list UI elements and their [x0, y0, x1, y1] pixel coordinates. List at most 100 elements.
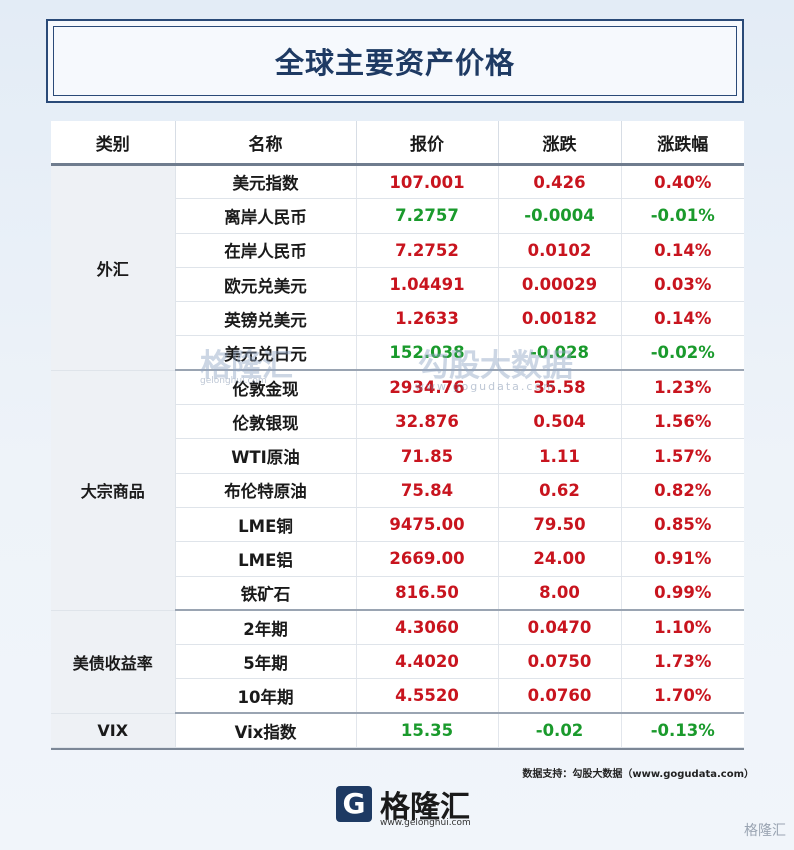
change-pct-cell: 1.10%	[621, 610, 744, 646]
name-cell: 2年期	[175, 610, 357, 646]
price-cell: 71.85	[356, 438, 499, 474]
gelonghui-logo-icon: G	[336, 786, 372, 822]
name-cell: 美元兑日元	[175, 335, 357, 372]
header-name: 名称	[175, 121, 357, 166]
change-pct-cell: 0.14%	[621, 233, 744, 268]
asset-price-table: 类别 名称 报价 涨跌 涨跌幅 外汇 美元指数 107.001 0.426 0.40% 离…	[51, 121, 744, 749]
table-row: LME铝 2669.00 24.00 0.91%	[51, 541, 744, 577]
price-cell: 75.84	[356, 473, 499, 508]
change-pct-cell: 0.40%	[621, 164, 744, 200]
change-pct-cell: 1.23%	[621, 370, 744, 406]
title-frame: 全球主要资产价格	[53, 26, 737, 96]
change-cell: 0.0102	[498, 233, 622, 268]
data-source-note: 数据支持：勾股大数据（www.gogudata.com）	[522, 769, 754, 780]
price-cell: 1.04491	[356, 267, 499, 303]
header-price: 报价	[356, 121, 499, 166]
change-pct-cell: 1.73%	[621, 644, 744, 680]
change-cell: -0.0004	[498, 198, 622, 234]
table-bottom-rule	[51, 748, 744, 750]
name-cell: Vix指数	[175, 713, 357, 749]
change-pct-cell: 0.85%	[621, 507, 744, 543]
title-box: 全球主要资产价格	[46, 19, 744, 103]
gelonghui-logo-text: 格隆汇	[380, 790, 470, 825]
change-pct-cell: 0.99%	[621, 576, 744, 612]
change-cell: 1.11	[498, 438, 622, 474]
price-cell: 4.5520	[356, 678, 499, 715]
name-cell: 离岸人民币	[175, 198, 357, 234]
name-cell: 5年期	[175, 644, 357, 680]
change-pct-cell: 1.70%	[621, 678, 744, 715]
price-cell: 32.876	[356, 404, 499, 440]
change-cell: 8.00	[498, 576, 622, 612]
table-row: VIX Vix指数 15.35 -0.02 -0.13%	[51, 713, 744, 749]
change-cell: 24.00	[498, 541, 622, 577]
change-cell: 0.0760	[498, 678, 622, 715]
table-row: 欧元兑美元 1.04491 0.00029 0.03%	[51, 267, 744, 303]
table-row: 在岸人民币 7.2752 0.0102 0.14%	[51, 233, 744, 268]
name-cell: 伦敦金现	[175, 370, 357, 406]
price-cell: 15.35	[356, 713, 499, 749]
table-row: 5年期 4.4020 0.0750 1.73%	[51, 644, 744, 680]
category-cell: 外汇	[51, 164, 176, 371]
price-cell: 816.50	[356, 576, 499, 612]
table-row: 布伦特原油 75.84 0.62 0.82%	[51, 473, 744, 508]
price-cell: 2669.00	[356, 541, 499, 577]
change-pct-cell: -0.02%	[621, 335, 744, 372]
price-cell: 7.2757	[356, 198, 499, 234]
name-cell: 铁矿石	[175, 576, 357, 612]
price-cell: 7.2752	[356, 233, 499, 268]
change-pct-cell: 0.14%	[621, 301, 744, 337]
category-cell: 美债收益率	[51, 610, 176, 714]
header-change: 涨跌	[498, 121, 622, 166]
asset-price-table-wrapper: 类别 名称 报价 涨跌 涨跌幅 外汇 美元指数 107.001 0.426 0.40% 离…	[51, 121, 744, 749]
table-row: 外汇 美元指数 107.001 0.426 0.40%	[51, 164, 744, 371]
price-cell: 2934.76	[356, 370, 499, 406]
table-row: 英镑兑美元 1.2633 0.00182 0.14%	[51, 301, 744, 337]
table-body: 外汇 美元指数 107.001 0.426 0.40% 离岸人民币 7.2757 -0.000…	[51, 164, 744, 749]
change-cell: -0.028	[498, 335, 622, 372]
change-cell: 0.0750	[498, 644, 622, 680]
table-header-row: 类别 名称 报价 涨跌 涨跌幅	[51, 121, 744, 166]
change-pct-cell: 1.56%	[621, 404, 744, 440]
table-row: 离岸人民币 7.2757 -0.0004 -0.01%	[51, 198, 744, 234]
change-cell: 0.00029	[498, 267, 622, 303]
change-cell: 0.426	[498, 164, 622, 200]
change-cell: 0.504	[498, 404, 622, 440]
table-row: 大宗商品 伦敦金现 2934.76 35.58 1.23%	[51, 370, 744, 611]
name-cell: WTI原油	[175, 438, 357, 474]
name-cell: 在岸人民币	[175, 233, 357, 268]
table-row: 10年期 4.5520 0.0760 1.70%	[51, 678, 744, 715]
name-cell: 10年期	[175, 678, 357, 715]
header-change-pct: 涨跌幅	[621, 121, 744, 166]
price-cell: 4.4020	[356, 644, 499, 680]
name-cell: LME铝	[175, 541, 357, 577]
table-row: 铁矿石 816.50 8.00 0.99%	[51, 576, 744, 612]
category-cell: 大宗商品	[51, 370, 176, 611]
name-cell: 伦敦银现	[175, 404, 357, 440]
price-cell: 4.3060	[356, 610, 499, 646]
change-cell: 0.00182	[498, 301, 622, 337]
gelonghui-logo-url: www.gelonghui.com	[380, 818, 471, 828]
table-row: WTI原油 71.85 1.11 1.57%	[51, 438, 744, 474]
change-cell: 0.0470	[498, 610, 622, 646]
price-cell: 9475.00	[356, 507, 499, 543]
change-pct-cell: 0.91%	[621, 541, 744, 577]
header-category: 类别	[51, 121, 176, 166]
table-row: 伦敦银现 32.876 0.504 1.56%	[51, 404, 744, 440]
change-cell: -0.02	[498, 713, 622, 749]
change-cell: 79.50	[498, 507, 622, 543]
price-cell: 107.001	[356, 164, 499, 200]
table-row: 美元兑日元 152.038 -0.028 -0.02%	[51, 335, 744, 372]
name-cell: 美元指数	[175, 164, 357, 200]
change-pct-cell: -0.13%	[621, 713, 744, 749]
change-pct-cell: -0.01%	[621, 198, 744, 234]
price-cell: 1.2633	[356, 301, 499, 337]
page-title: 全球主要资产价格	[274, 46, 515, 80]
name-cell: LME铜	[175, 507, 357, 543]
name-cell: 欧元兑美元	[175, 267, 357, 303]
change-pct-cell: 0.82%	[621, 473, 744, 508]
table-row: LME铜 9475.00 79.50 0.85%	[51, 507, 744, 543]
price-cell: 152.038	[356, 335, 499, 372]
change-pct-cell: 0.03%	[621, 267, 744, 303]
change-pct-cell: 1.57%	[621, 438, 744, 474]
